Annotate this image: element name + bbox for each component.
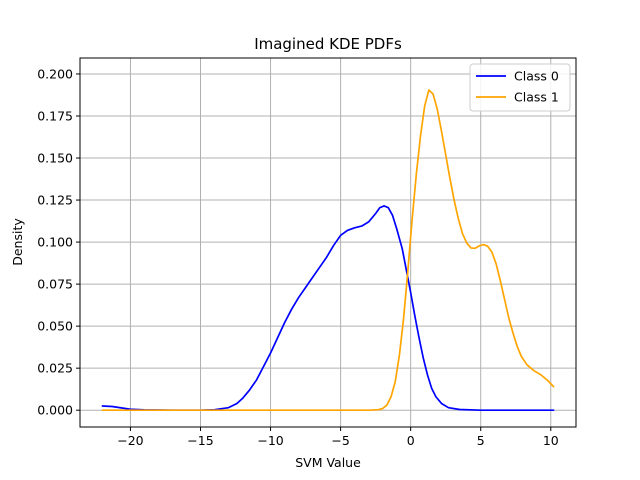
legend: Class 0 Class 1 xyxy=(469,63,571,112)
chart-title: Imagined KDE PDFs xyxy=(254,35,402,53)
legend-label-class-1: Class 1 xyxy=(514,90,559,105)
x-tick-label: −5 xyxy=(331,433,349,448)
x-tick-label: 10 xyxy=(543,433,559,448)
y-axis-label: Density xyxy=(10,218,25,266)
y-tick-label: 0.175 xyxy=(37,108,73,123)
x-axis: −20 −15 −10 −5 0 5 10 xyxy=(117,427,559,448)
x-tick-label: −20 xyxy=(117,433,143,448)
y-tick-label: 0.000 xyxy=(37,403,73,418)
series-line-class-0 xyxy=(101,205,555,412)
x-axis-label: SVM Value xyxy=(295,455,361,470)
y-tick-label: 0.150 xyxy=(37,151,73,166)
legend-label-class-0: Class 0 xyxy=(514,69,559,84)
x-tick-label: −15 xyxy=(187,433,213,448)
y-tick-label: 0.100 xyxy=(37,235,73,250)
y-tick-label: 0.050 xyxy=(37,319,73,334)
series-line-class-1 xyxy=(101,89,555,412)
y-tick-label: 0.075 xyxy=(37,277,73,292)
x-tick-label: 5 xyxy=(477,433,485,448)
y-axis: 0.000 0.025 0.050 0.075 0.100 0.125 0.150 0.175… xyxy=(37,66,80,418)
y-tick-label: 0.125 xyxy=(37,193,73,208)
series-layer xyxy=(101,89,555,412)
x-tick-label: −10 xyxy=(257,433,283,448)
y-tick-label: 0.200 xyxy=(37,66,73,81)
x-tick-label: 0 xyxy=(407,433,415,448)
y-tick-label: 0.025 xyxy=(37,361,73,376)
